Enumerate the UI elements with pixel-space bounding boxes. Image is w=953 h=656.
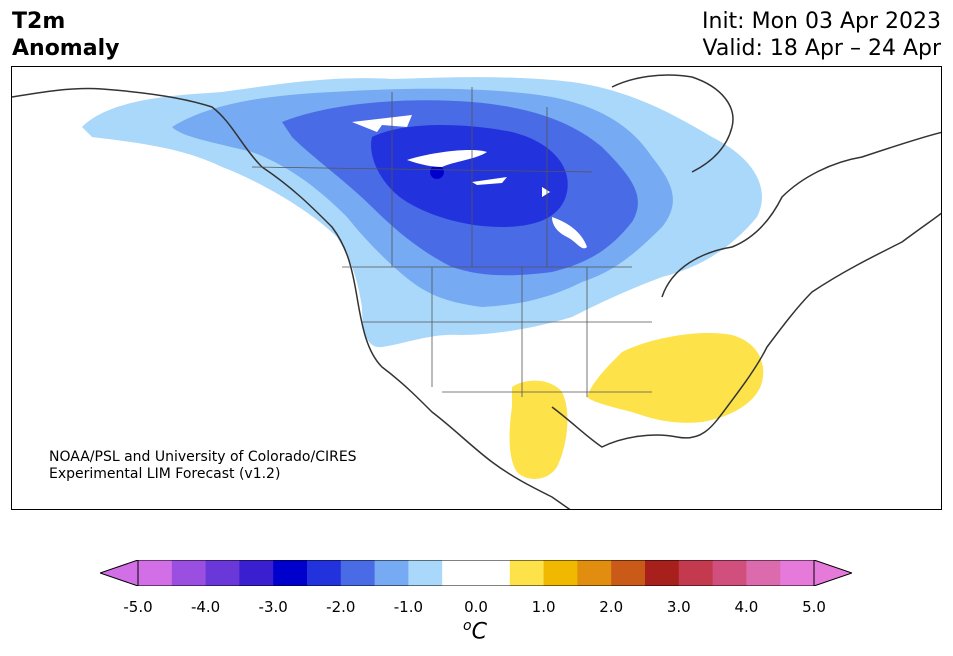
colorbar-cell: [171, 560, 207, 586]
colorbar-cell: [746, 560, 781, 586]
colorbar-extend-low: [100, 560, 139, 586]
colorbar-tick-label: 0.0: [464, 598, 488, 616]
colorbar-extend-high: [813, 560, 852, 586]
colorbar-tick-label: 2.0: [599, 598, 624, 616]
colorbar-cell: [611, 560, 646, 586]
colorbar-cell: [239, 560, 274, 586]
colorbar-cell: [678, 560, 714, 586]
date-info: Init: Mon 03 Apr 2023 Valid: 18 Apr – 24…: [702, 8, 941, 62]
colorbar-tick-label: 4.0: [734, 598, 759, 616]
colorbar-cell: [712, 560, 747, 586]
init-date: Init: Mon 03 Apr 2023: [702, 9, 941, 34]
colorbar-tick-label: -1.0: [393, 598, 424, 616]
colorbar-cell: [374, 560, 409, 586]
colorbar-cell: [408, 560, 443, 586]
colorbar-tick-label: 1.0: [531, 598, 556, 616]
colorbar-tick-label: -5.0: [123, 598, 153, 616]
colorbar-cell: [442, 560, 477, 586]
colorbar-cell: [273, 560, 308, 586]
title-line-1: T2m: [12, 9, 66, 34]
colorbar-tick-label: -3.0: [258, 598, 288, 616]
colorbar-cell: [577, 560, 612, 586]
colorbar-tick-label: -4.0: [190, 598, 221, 616]
valid-dates: Valid: 18 Apr – 24 Apr: [702, 36, 942, 61]
colorbar-tick-label: 5.0: [802, 598, 826, 616]
colorbar-cell: [307, 560, 342, 586]
title-line-2: Anomaly: [12, 36, 120, 61]
colorbar-tick-label: 3.0: [666, 598, 691, 616]
credit-line-2: Experimental LIM Forecast (v1.2): [49, 466, 281, 482]
colorbar-cell: [509, 560, 545, 586]
map-title: T2m Anomaly: [12, 8, 119, 62]
anomaly-contour-plus1-se: [587, 332, 764, 423]
colorbar-cell: [780, 560, 815, 586]
map-panel: [11, 66, 942, 510]
colorbar-cell: [205, 560, 240, 586]
colorbar: [100, 560, 852, 586]
anomaly-contour-minus3: [371, 125, 568, 227]
colorbar-cell: [138, 560, 173, 586]
colorbar-cell: [645, 560, 680, 586]
map-credit: NOAA/PSL and University of Colorado/CIRE…: [49, 449, 357, 483]
colorbar-tick-label: -2.0: [326, 598, 356, 616]
anomaly-map: [12, 74, 941, 509]
colorbar-cell: [340, 560, 376, 586]
colorbar-unit: oC: [463, 618, 487, 645]
colorbar-cell: [476, 560, 511, 586]
colorbar-cell: [543, 560, 578, 586]
anomaly-contour-plus1-tx: [509, 380, 568, 479]
credit-line-1: NOAA/PSL and University of Colorado/CIRE…: [49, 449, 357, 465]
